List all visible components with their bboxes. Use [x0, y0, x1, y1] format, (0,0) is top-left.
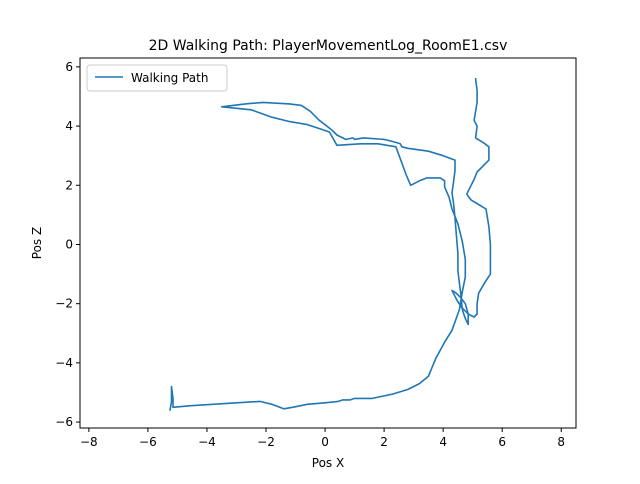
y-tick-label: 0 [65, 237, 73, 251]
x-tick-label: 0 [321, 435, 329, 449]
x-tick-label: 4 [439, 435, 447, 449]
y-axis: −6 −4 −2 0 2 4 6 [55, 60, 80, 429]
legend-label: Walking Path [131, 71, 208, 85]
x-tick-label: 6 [498, 435, 506, 449]
x-axis: −8 −6 −4 −2 0 2 4 6 8 [80, 428, 565, 449]
walking-path-line [169, 77, 492, 412]
plot-area [169, 77, 492, 412]
y-tick-label: 4 [65, 119, 73, 133]
x-tick-label: −2 [257, 435, 275, 449]
legend-box [86, 64, 228, 92]
legend: Walking Path [86, 64, 228, 92]
x-axis-label: Pos X [312, 456, 344, 470]
y-tick-label: −6 [55, 415, 73, 429]
y-tick-label: −4 [55, 356, 73, 370]
y-tick-label: 2 [65, 178, 73, 192]
x-tick-label: 8 [557, 435, 565, 449]
y-axis-label: Pos Z [30, 227, 44, 259]
x-tick-label: −4 [198, 435, 216, 449]
y-tick-label: −2 [55, 297, 73, 311]
plot-frame [79, 57, 577, 429]
x-tick-label: −6 [139, 435, 157, 449]
y-tick-label: 6 [65, 60, 73, 74]
x-tick-label: −8 [80, 435, 98, 449]
x-tick-label: 2 [380, 435, 388, 449]
chart-title: 2D Walking Path: PlayerMovementLog_RoomE… [149, 38, 508, 54]
